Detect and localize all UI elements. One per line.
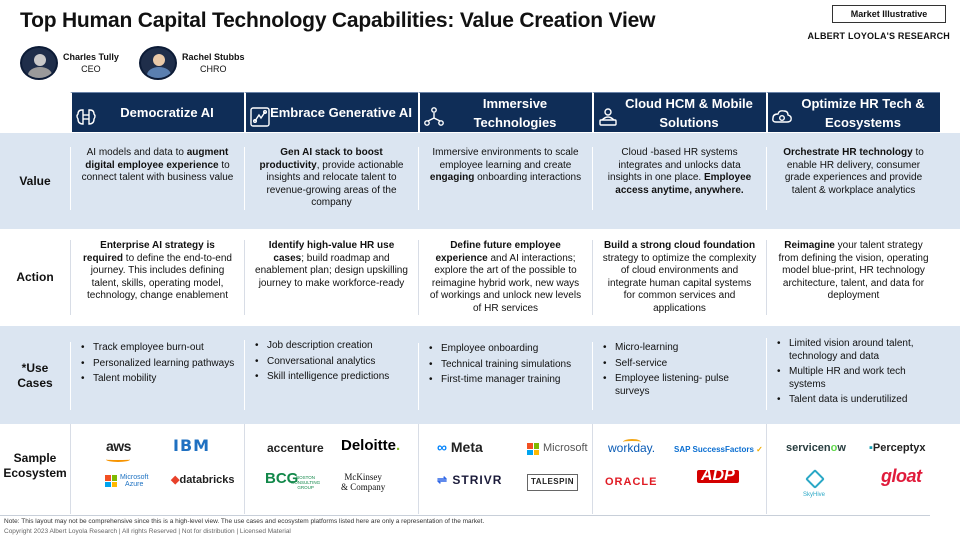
- value-cell: Gen AI stack to boost productivity, prov…: [244, 147, 418, 210]
- ecosystem-cell: ∞ Meta Microsoft ⇌ STRIVR TALESPIN: [418, 424, 592, 514]
- copyright: Copyright 2023 Albert Loyola Research | …: [4, 528, 291, 535]
- row-label-value: Value: [19, 173, 51, 188]
- deloitte-logo: Deloitte.: [341, 437, 401, 454]
- list-item: Limited vision around talent, technology…: [775, 338, 936, 363]
- header-generative-ai: Embrace Generative AI: [244, 92, 418, 132]
- ibm-logo: IBM: [173, 436, 211, 455]
- list-item: Talent data is underutilized: [775, 394, 936, 407]
- list-item: Conversational analytics: [253, 356, 414, 369]
- ecosystem-cell: aws IBM Microsoft Azure ◆databricks: [70, 424, 244, 514]
- header-label: Democratize AI: [120, 105, 214, 120]
- brand-name: ALBERT LOYOLA'S RESEARCH: [807, 31, 950, 41]
- use-case-cell: Job description creation Conversational …: [244, 340, 418, 410]
- value-cell: AI models and data to augment digital em…: [70, 147, 244, 210]
- header-label: Embrace Generative AI: [270, 105, 412, 120]
- laptop-user-icon: [599, 108, 617, 126]
- row-label-action: Action: [16, 270, 54, 284]
- list-item: Job description creation: [253, 340, 414, 353]
- gloat-logo: gloat: [881, 466, 922, 486]
- microsoft-grid-icon: [105, 475, 117, 487]
- list-item: Self-service: [601, 358, 762, 371]
- sap-successfactors-logo: SAP SuccessFactors ✓: [674, 445, 763, 454]
- row-label-use-cases: *Use Cases: [17, 361, 53, 390]
- list-item: Track employee burn-out: [79, 342, 240, 355]
- value-cell: Immersive environments to scale employee…: [418, 147, 592, 210]
- aws-logo: aws: [106, 438, 131, 454]
- header-label: Immersive Technologies: [473, 95, 557, 130]
- databricks-logo: ◆databricks: [171, 474, 235, 486]
- footer-divider: [0, 515, 930, 516]
- microsoft-grid-icon: [527, 443, 539, 455]
- servicenow-logo: servicenow: [786, 442, 846, 454]
- action-cell: Define future employee experience and AI…: [418, 240, 592, 315]
- skyhive-icon: [805, 469, 825, 489]
- skyhive-logo: SkyHive: [803, 492, 826, 498]
- use-case-cell: Employee onboarding Technical training s…: [418, 343, 592, 410]
- meta-logo: ∞ Meta: [437, 439, 483, 455]
- action-cell: Enterprise AI strategy is required to de…: [70, 240, 244, 315]
- ecosystem-cell: accenture Deloitte. BCG BOSTON CONSULTING…: [244, 424, 418, 514]
- list-item: Employee onboarding: [427, 343, 588, 356]
- use-case-cell: Micro-learning Self-service Employee lis…: [592, 342, 766, 410]
- market-illustrative-badge: Market Illustrative: [832, 5, 946, 23]
- action-row: Action Enterprise AI strategy is require…: [0, 229, 960, 326]
- aws-smile-icon: [106, 457, 130, 462]
- accenture-logo: accenture: [267, 441, 324, 455]
- footer-note: Note: This layout may not be comprehensi…: [4, 518, 485, 525]
- value-row: Value AI models and data to augment digi…: [0, 133, 960, 229]
- ecosystem-cell: servicenow ▪Perceptyx SkyHive gloat: [766, 424, 940, 514]
- talespin-logo: TALESPIN: [527, 474, 578, 491]
- cloud-gear-icon: [772, 110, 792, 123]
- ecosystem-cell: workday. SAP SuccessFactors ✓ ORACLE ADP: [592, 424, 766, 514]
- ai-brain-icon: [76, 109, 96, 125]
- list-item: Multiple HR and work tech systems: [775, 366, 936, 391]
- page-title: Top Human Capital Technology Capabilitie…: [20, 9, 656, 32]
- person-role: CHRO: [200, 64, 227, 74]
- oracle-logo: ORACLE: [605, 476, 658, 488]
- mckinsey-logo: McKinsey & Company: [341, 472, 386, 492]
- use-case-cell: Limited vision around talent, technology…: [766, 338, 940, 410]
- person-name: Rachel Stubbs: [182, 52, 245, 62]
- workday-arc-icon: [623, 439, 641, 445]
- person-role: CEO: [81, 64, 101, 74]
- adp-logo: ADP: [697, 468, 739, 483]
- avatar: [20, 46, 58, 80]
- network-people-icon: [424, 107, 444, 126]
- person-chro: Rachel Stubbs CHRO: [139, 46, 245, 80]
- list-item: Employee listening- pulse surveys: [601, 373, 762, 398]
- list-item: Personalized learning pathways: [79, 358, 240, 371]
- header-optimize-hr: Optimize HR Tech & Ecosystems: [766, 92, 940, 132]
- capability-headers: Democratize AI Embrace Generative AI Imm…: [70, 92, 940, 132]
- strivr-logo: ⇌ STRIVR: [437, 473, 503, 487]
- header-cloud-hcm: Cloud HCM & Mobile Solutions: [592, 92, 766, 132]
- list-item: Technical training simulations: [427, 359, 588, 372]
- microsoft-logo: Microsoft: [543, 442, 588, 454]
- value-cell: Orchestrate HR technology to enable HR d…: [766, 147, 940, 210]
- use-case-cell: Track employee burn-out Personalized lea…: [70, 342, 244, 410]
- avatar: [139, 46, 177, 80]
- list-item: Skill intelligence predictions: [253, 371, 414, 384]
- header-label: Optimize HR Tech & Ecosystems: [801, 95, 925, 130]
- person-name: Charles Tully: [63, 52, 119, 62]
- bcg-logo: BCG: [265, 470, 299, 487]
- row-label-ecosystem: Sample Ecosystem: [3, 451, 67, 480]
- header-immersive: Immersive Technologies: [418, 92, 592, 132]
- use-cases-row: *Use Cases Track employee burn-out Perso…: [0, 326, 960, 424]
- action-cell: Identify high-value HR use cases; build …: [244, 240, 418, 315]
- action-cell: Reimagine your talent strategy from defi…: [766, 240, 940, 315]
- value-cell: Cloud -based HR systems integrates and u…: [592, 147, 766, 210]
- brain-circuit-icon: [250, 107, 270, 127]
- bcg-subtitle: BOSTON CONSULTING GROUP: [291, 475, 321, 490]
- workday-logo: workday.: [608, 441, 656, 455]
- header-democratize-ai: Democratize AI: [70, 92, 244, 132]
- ecosystem-row: Sample Ecosystem aws IBM Microsoft Azure …: [0, 424, 960, 514]
- microsoft-azure-logo: Microsoft Azure: [120, 474, 149, 488]
- list-item: First-time manager training: [427, 374, 588, 387]
- perceptyx-logo: ▪Perceptyx: [869, 442, 926, 454]
- list-item: Talent mobility: [79, 373, 240, 386]
- person-ceo: Charles Tully CEO: [20, 46, 119, 80]
- header-label: Cloud HCM & Mobile Solutions: [625, 95, 753, 130]
- action-cell: Build a strong cloud foundation strategy…: [592, 240, 766, 315]
- list-item: Micro-learning: [601, 342, 762, 355]
